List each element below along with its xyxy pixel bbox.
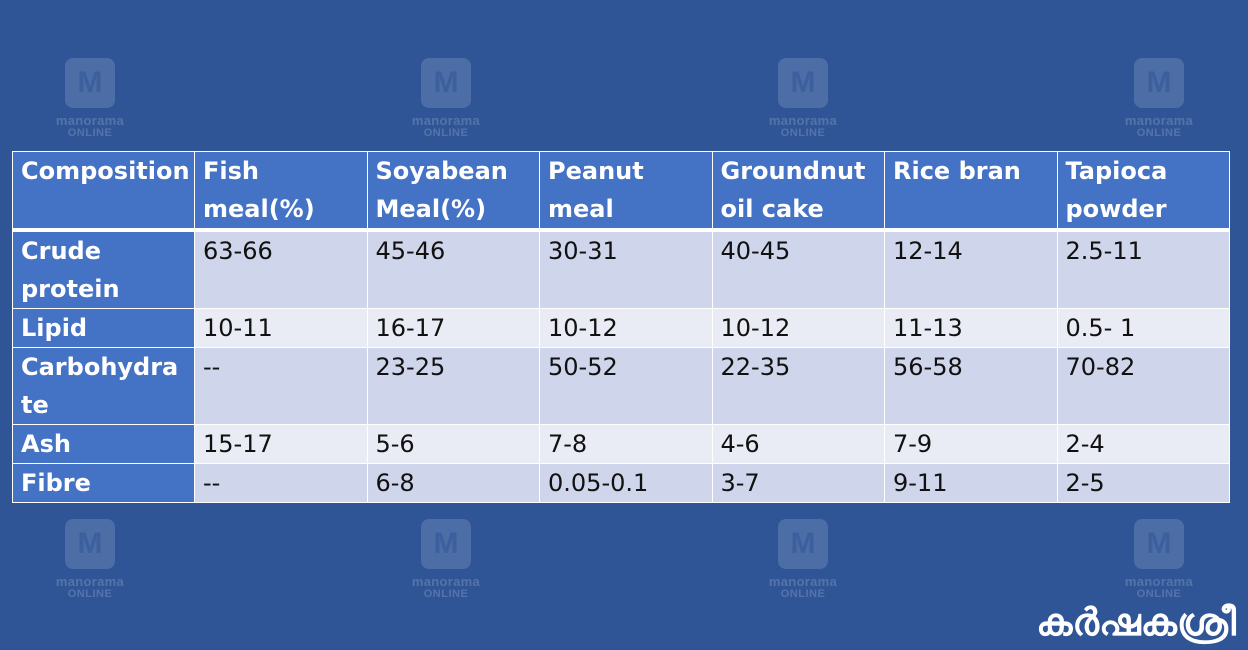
manorama-watermark: M manorama ONLINE [391,519,501,600]
manorama-watermark: M manorama ONLINE [391,58,501,139]
table-cell: 10-12 [539,308,713,348]
watermark-text: manorama [768,113,838,128]
watermark-subtext: ONLINE [67,588,113,600]
karshakasree-logo: കർഷകശ്രീ [1036,600,1236,644]
table-cell: 11-13 [884,308,1058,348]
manorama-logo-icon: M [1134,58,1184,108]
manorama-watermark: M manorama ONLINE [748,58,858,139]
table-cell: 2.5-11 [1056,229,1230,309]
watermark-subtext: ONLINE [67,127,113,139]
table-cell: 50-52 [539,347,713,425]
table-cell: 70-82 [1056,347,1230,425]
header-tapioca-powder: Tapioca powder [1056,151,1230,232]
table-cell: -- [194,347,368,425]
table-cell: 45-46 [366,229,540,309]
row-label: Ash [12,424,195,464]
table-cell: 7-9 [884,424,1058,464]
table-cell: 4-6 [711,424,885,464]
table-cell: 16-17 [366,308,540,348]
header-groundnut-oil-cake: Groundnut oil cake [711,151,885,232]
composition-table: Composition Fish meal(%) Soyabean Meal(%… [12,151,1230,503]
row-label: Fibre [12,463,195,503]
table-row: Lipid 10-11 16-17 10-12 10-12 11-13 0.5-… [12,308,1230,348]
manorama-logo-icon: M [65,519,115,569]
table-cell: 3-7 [711,463,885,503]
header-fish-meal: Fish meal(%) [194,151,368,232]
watermark-subtext: ONLINE [423,588,469,600]
watermark-text: manorama [768,574,838,589]
table-cell: 40-45 [711,229,885,309]
header-soyabean-meal: Soyabean Meal(%) [366,151,540,232]
table-cell: 10-12 [711,308,885,348]
table-cell: 63-66 [194,229,368,309]
row-label: Carbohydrate [12,347,195,425]
watermark-text: manorama [1124,113,1194,128]
table-cell: 7-8 [539,424,713,464]
watermark-text: manorama [411,113,481,128]
table-row: Crude protein 63-66 45-46 30-31 40-45 12… [12,229,1230,309]
manorama-watermark: M manorama ONLINE [1104,58,1214,139]
header-composition: Composition [12,151,195,232]
table-cell: 9-11 [884,463,1058,503]
manorama-logo-icon: M [421,519,471,569]
table-cell: -- [194,463,368,503]
table-header-row: Composition Fish meal(%) Soyabean Meal(%… [12,151,1230,232]
watermark-subtext: ONLINE [780,588,826,600]
watermark-subtext: ONLINE [1136,588,1182,600]
table-cell: 2-5 [1056,463,1230,503]
table-row: Fibre -- 6-8 0.05-0.1 3-7 9-11 2-5 [12,463,1230,503]
watermark-subtext: ONLINE [780,127,826,139]
watermark-subtext: ONLINE [1136,127,1182,139]
header-peanut-meal: Peanut meal [539,151,713,232]
manorama-logo-icon: M [65,58,115,108]
table-cell: 22-35 [711,347,885,425]
manorama-logo-icon: M [778,519,828,569]
table-cell: 0.05-0.1 [539,463,713,503]
manorama-watermark: M manorama ONLINE [35,519,145,600]
table-cell: 2-4 [1056,424,1230,464]
row-label: Lipid [12,308,195,348]
table-cell: 10-11 [194,308,368,348]
watermark-text: manorama [1124,574,1194,589]
row-label: Crude protein [12,229,195,309]
table-cell: 12-14 [884,229,1058,309]
table-cell: 6-8 [366,463,540,503]
table-cell: 56-58 [884,347,1058,425]
manorama-watermark: M manorama ONLINE [1104,519,1214,600]
header-rice-bran: Rice bran [884,151,1058,232]
manorama-logo-icon: M [778,58,828,108]
table-cell: 30-31 [539,229,713,309]
manorama-logo-icon: M [421,58,471,108]
table-row: Carbohydrate -- 23-25 50-52 22-35 56-58 … [12,347,1230,425]
table-cell: 5-6 [366,424,540,464]
watermark-subtext: ONLINE [423,127,469,139]
manorama-logo-icon: M [1134,519,1184,569]
watermark-text: manorama [411,574,481,589]
table-cell: 15-17 [194,424,368,464]
table-row: Ash 15-17 5-6 7-8 4-6 7-9 2-4 [12,424,1230,464]
manorama-watermark: M manorama ONLINE [748,519,858,600]
table-cell: 23-25 [366,347,540,425]
table-cell: 0.5- 1 [1056,308,1230,348]
watermark-text: manorama [55,113,125,128]
manorama-watermark: M manorama ONLINE [35,58,145,139]
watermark-text: manorama [55,574,125,589]
